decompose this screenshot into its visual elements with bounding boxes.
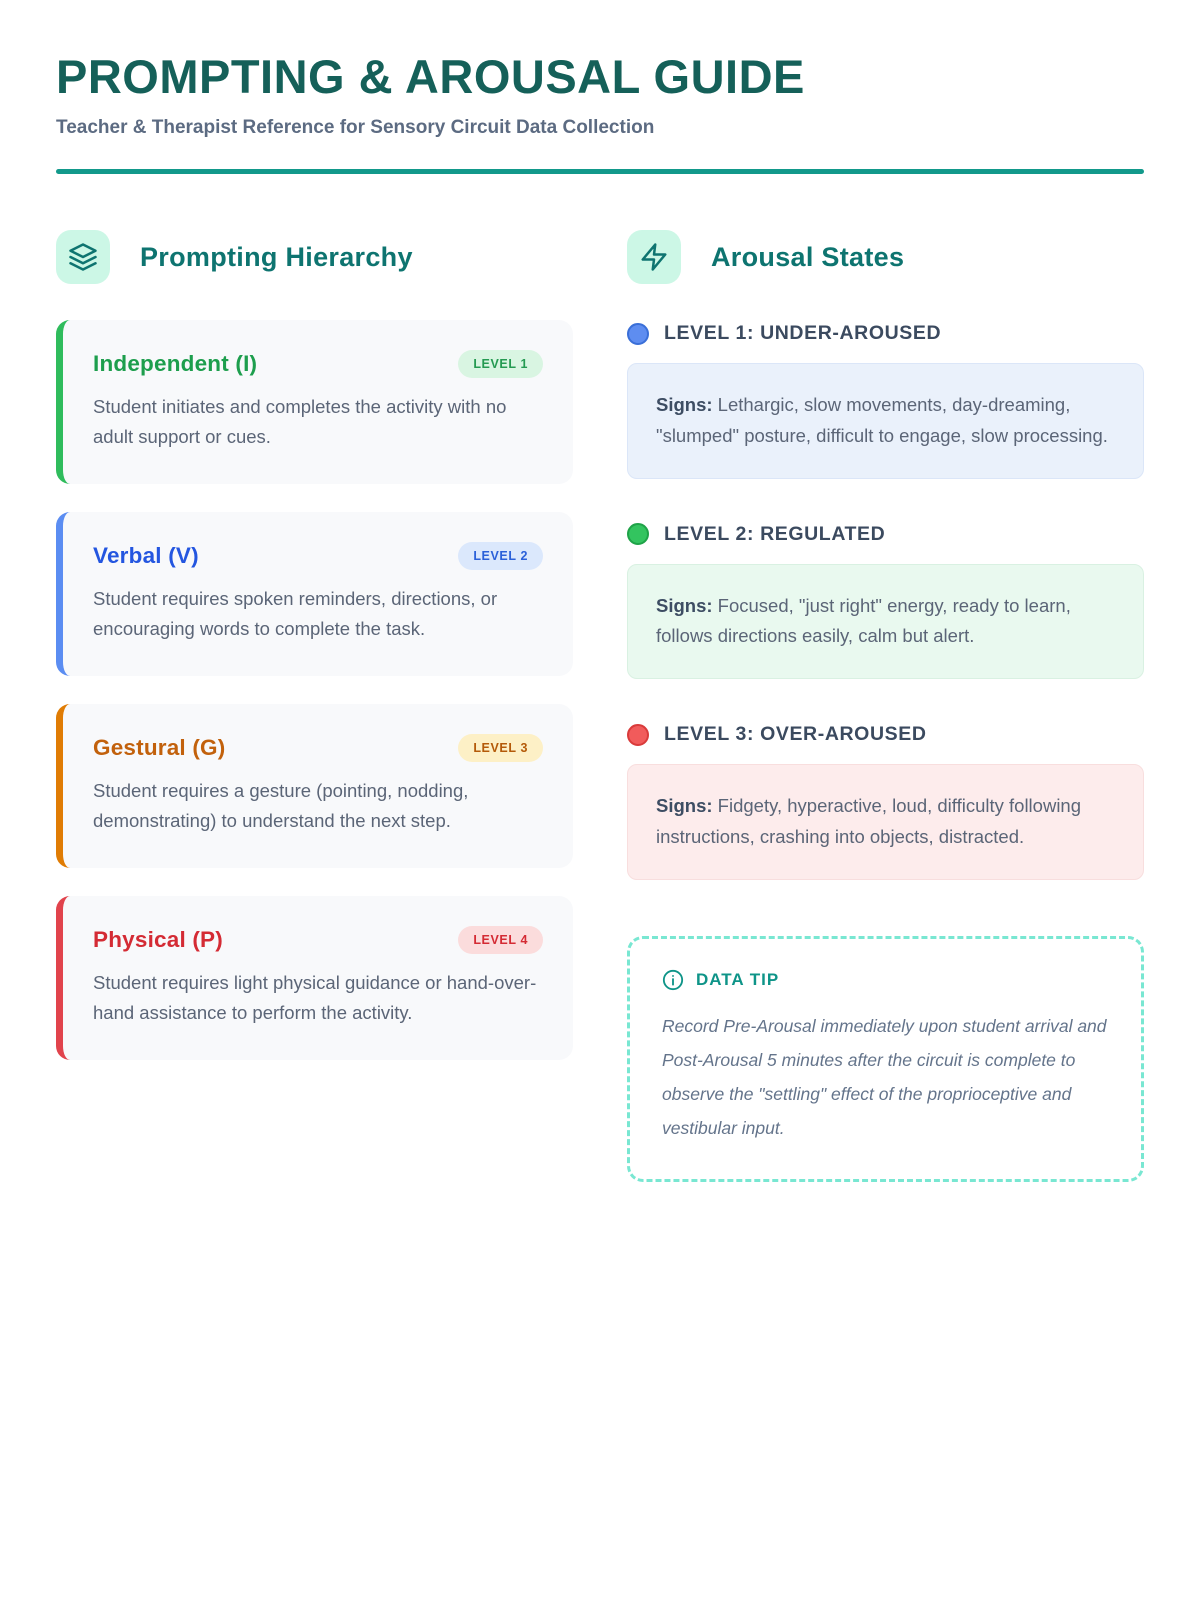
- prompting-section-title: Prompting Hierarchy: [140, 241, 413, 272]
- arousal-level-2: LEVEL 2: REGULATED Signs: Focused, "just…: [627, 523, 1144, 680]
- prompt-card-physical: Physical (P) LEVEL 4 Student requires li…: [56, 896, 573, 1061]
- prompt-card-verbal: Verbal (V) LEVEL 2 Student requires spok…: [56, 512, 573, 677]
- layers-icon: [56, 230, 110, 285]
- card-title: Verbal (V): [93, 543, 199, 569]
- level-badge: LEVEL 2: [458, 542, 543, 571]
- card-description: Student requires a gesture (pointing, no…: [93, 780, 469, 832]
- card-title-row: Independent (I) LEVEL 1: [93, 350, 543, 379]
- signs-label: Signs:: [656, 795, 713, 817]
- signs-text: Focused, "just right" energy, ready to l…: [656, 594, 1071, 647]
- card-title: Gestural (G): [93, 735, 226, 761]
- page-header: PROMPTING & AROUSAL GUIDE Teacher & Ther…: [56, 50, 1144, 175]
- level-badge: LEVEL 3: [458, 734, 543, 763]
- prompting-hierarchy-section: Prompting Hierarchy Independent (I) LEVE…: [56, 230, 573, 1061]
- arousal-section-title: Arousal States: [711, 241, 905, 272]
- arousal-level-3: LEVEL 3: OVER-AROUSED Signs: Fidgety, hy…: [627, 723, 1144, 880]
- card-title: Physical (P): [93, 927, 223, 953]
- page-subtitle: Teacher & Therapist Reference for Sensor…: [56, 117, 655, 139]
- signs-box: Signs: Lethargic, slow movements, day-dr…: [627, 363, 1144, 479]
- green-dot-icon: [627, 523, 649, 546]
- card-description: Student initiates and completes the acti…: [93, 396, 507, 448]
- data-tip-label: DATA TIP: [696, 969, 780, 989]
- arousal-section-header: Arousal States: [627, 230, 1144, 285]
- blue-dot-icon: [627, 322, 649, 345]
- level-badge: LEVEL 4: [458, 926, 543, 955]
- card-description: Student requires light physical guidance…: [93, 972, 537, 1024]
- signs-text: Fidgety, hyperactive, loud, difficulty f…: [656, 795, 1082, 847]
- card-description: Student requires spoken reminders, direc…: [93, 588, 498, 640]
- arousal-level-1: LEVEL 1: UNDER-AROUSED Signs: Lethargic,…: [627, 322, 1144, 479]
- prompting-section-header: Prompting Hierarchy: [56, 230, 573, 285]
- page-title: PROMPTING & AROUSAL GUIDE: [56, 50, 805, 103]
- content-columns: Prompting Hierarchy Independent (I) LEVE…: [56, 230, 1144, 1183]
- card-title-row: Verbal (V) LEVEL 2: [93, 542, 543, 571]
- level-label: LEVEL 3: OVER-AROUSED: [664, 723, 927, 746]
- level-label: LEVEL 1: UNDER-AROUSED: [664, 322, 942, 345]
- signs-box: Signs: Focused, "just right" energy, rea…: [627, 563, 1144, 680]
- data-tip-box: DATA TIP Record Pre-Arousal immediately …: [627, 935, 1144, 1183]
- level-heading: LEVEL 2: REGULATED: [627, 523, 1144, 546]
- signs-box: Signs: Fidgety, hyperactive, loud, diffi…: [627, 764, 1144, 880]
- level-badge: LEVEL 1: [458, 350, 543, 379]
- signs-label: Signs:: [656, 594, 713, 616]
- data-tip-text: Record Pre-Arousal immediately upon stud…: [662, 1015, 1107, 1138]
- page: PROMPTING & AROUSAL GUIDE Teacher & Ther…: [56, 50, 1144, 1183]
- signs-label: Signs:: [656, 394, 713, 416]
- signs-text: Lethargic, slow movements, day-dreaming,…: [656, 394, 1108, 447]
- header-divider: [56, 169, 1144, 175]
- card-title-row: Gestural (G) LEVEL 3: [93, 734, 543, 763]
- prompt-card-independent: Independent (I) LEVEL 1 Student initiate…: [56, 320, 573, 485]
- prompt-card-gestural: Gestural (G) LEVEL 3 Student requires a …: [56, 704, 573, 869]
- info-icon: [662, 969, 684, 990]
- red-dot-icon: [627, 723, 649, 746]
- level-label: LEVEL 2: REGULATED: [664, 522, 886, 545]
- card-title-row: Physical (P) LEVEL 4: [93, 926, 543, 955]
- level-heading: LEVEL 1: UNDER-AROUSED: [627, 322, 1144, 345]
- level-heading: LEVEL 3: OVER-AROUSED: [627, 723, 1144, 746]
- data-tip-header: DATA TIP: [662, 969, 1109, 991]
- card-title: Independent (I): [93, 351, 258, 377]
- lightning-icon: [627, 230, 681, 285]
- arousal-states-section: Arousal States LEVEL 1: UNDER-AROUSED Si…: [627, 230, 1144, 1183]
